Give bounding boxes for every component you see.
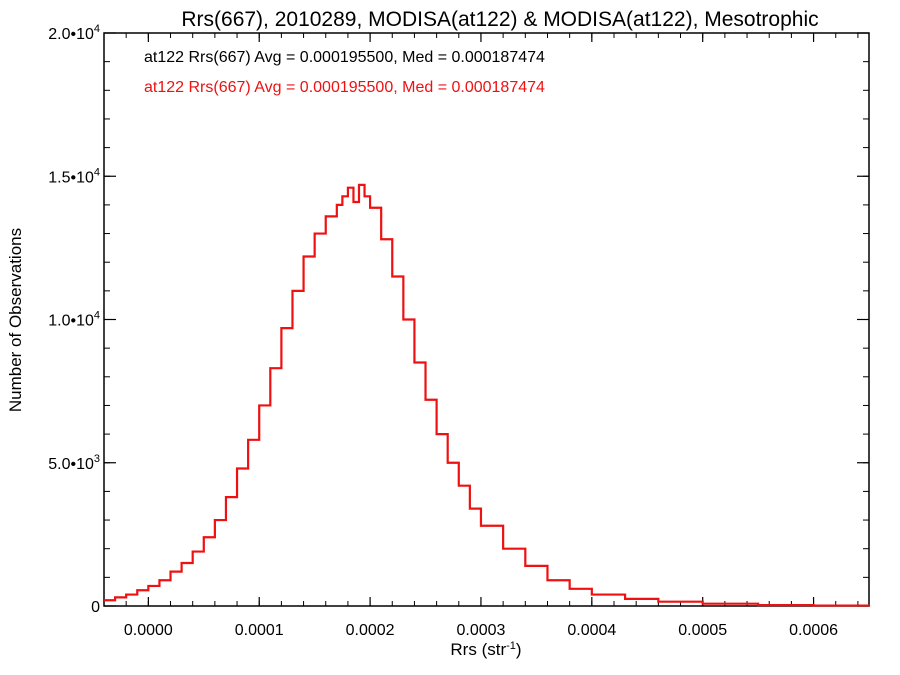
x-tick-label: 0.0003 [456, 622, 505, 639]
annotation-red: at122 Rrs(667) Avg = 0.000195500, Med = … [144, 79, 545, 96]
series-histogram-line [104, 183, 871, 607]
y-tick-label: 1.5•104 [48, 166, 100, 186]
x-axis-label-text: Rrs (str [450, 640, 506, 659]
x-tick-label: 0.0005 [678, 622, 727, 639]
y-tick-label-exponent: 4 [94, 166, 100, 178]
y-tick-label-text: 1.5•10 [48, 169, 94, 186]
x-axis-label-superscript: -1 [506, 640, 516, 652]
x-tick-label: 0.0000 [124, 622, 173, 639]
x-axis-label-close: ) [516, 640, 522, 659]
y-tick-label-text: 5.0•10 [48, 456, 94, 473]
x-tick-label: 0.0006 [789, 622, 838, 639]
y-tick-label-text: 1.0•10 [48, 313, 94, 330]
series-layer [104, 183, 871, 607]
x-axis-label: Rrs (str-1) [450, 640, 521, 659]
y-tick-label: 2.0•104 [48, 23, 100, 43]
annotation-black: at122 Rrs(667) Avg = 0.000195500, Med = … [144, 49, 545, 66]
y-tick-label-exponent: 4 [94, 23, 100, 35]
y-axis-label: Number of Observations [6, 228, 25, 412]
y-tick-label: 1.0•104 [48, 310, 100, 330]
y-tick-label-text: 2.0•10 [48, 26, 94, 43]
y-tick-label-exponent: 4 [94, 310, 100, 322]
y-tick-label-text: 0 [91, 599, 100, 616]
x-tick-label: 0.0001 [235, 622, 284, 639]
y-tick-label-exponent: 3 [94, 453, 100, 465]
x-axis-ticks: 0.0000 0.0001 0.0002 0.0003 0.0004 0.0005 0.00… [103, 33, 859, 639]
y-tick-label: 5.0•103 [48, 453, 100, 473]
y-tick-label: 0 [91, 599, 100, 616]
chart-title: Rrs(667), 2010289, MODISA(at122) & MODIS… [181, 8, 818, 31]
x-tick-label: 0.0002 [346, 622, 395, 639]
x-tick-label: 0.0004 [567, 622, 616, 639]
